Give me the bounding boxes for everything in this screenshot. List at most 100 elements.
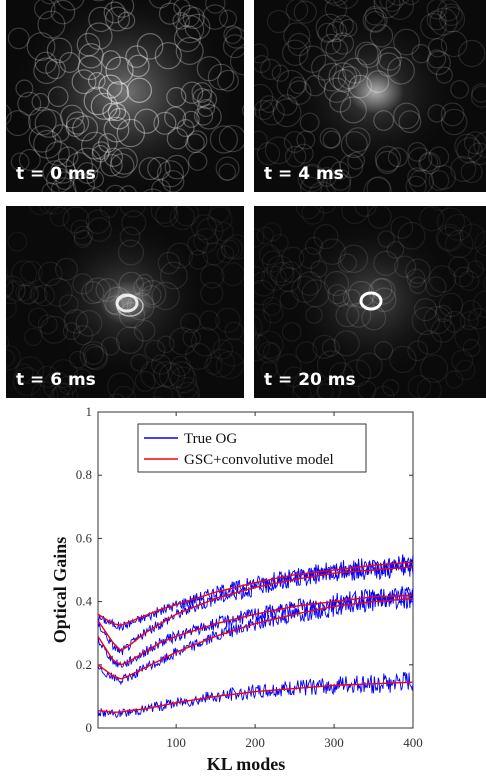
speckle-ring xyxy=(428,170,450,191)
speckle-ring xyxy=(332,14,354,37)
speckle-ring xyxy=(103,147,124,167)
model-curve-2 xyxy=(97,566,413,651)
speckle-ring xyxy=(272,98,302,128)
speckle-ring xyxy=(100,153,123,177)
speckle-ring xyxy=(218,337,244,367)
x-axis-title: KL modes xyxy=(207,754,286,774)
speckle-ring xyxy=(254,329,260,350)
speckle-ring xyxy=(191,214,218,241)
speckle-ring xyxy=(12,367,42,397)
speckle-ring xyxy=(185,133,205,153)
speckle-ring xyxy=(79,341,108,370)
speckle-ring xyxy=(362,7,388,33)
speckle-ring xyxy=(440,102,465,127)
speckle-ring xyxy=(443,310,466,333)
speckle-ring xyxy=(192,88,212,108)
speckle-ring xyxy=(87,217,112,242)
speckle-ring xyxy=(46,167,72,192)
speckle-ring xyxy=(429,7,458,36)
speckle-ring xyxy=(426,10,447,31)
speckle-ring xyxy=(76,32,101,57)
speckle-ring xyxy=(468,307,486,330)
speckle-ring xyxy=(281,246,305,270)
speckle-ring xyxy=(88,72,106,90)
speckle-ring xyxy=(436,207,466,237)
speckle-ring xyxy=(457,39,486,68)
speckle-ring xyxy=(85,209,111,234)
speckle-ring xyxy=(28,106,57,136)
speckle-ring xyxy=(110,0,135,18)
speckle-ring xyxy=(276,69,306,99)
speckle-ring xyxy=(440,108,468,136)
speckle-ring xyxy=(283,22,311,50)
speckle-ring xyxy=(258,99,285,126)
speckle-ring xyxy=(153,385,173,398)
speckle-ring xyxy=(411,306,440,336)
speckle-ring xyxy=(58,375,78,395)
speckle-ring xyxy=(6,104,12,126)
speckle-ring xyxy=(15,79,34,98)
speckle-ring xyxy=(434,304,453,323)
speckle-ring xyxy=(177,381,200,398)
speckle-ring xyxy=(428,146,450,168)
speckle-ring xyxy=(333,0,359,9)
speckle-ring xyxy=(305,306,323,324)
speckle-ring xyxy=(140,360,169,389)
speckle-ring xyxy=(112,385,136,398)
speckle-ring xyxy=(316,383,334,398)
speckle-ring xyxy=(321,338,341,357)
speckle-ring xyxy=(373,0,401,19)
speckle-ring xyxy=(72,173,96,192)
speckle-ring xyxy=(254,279,275,306)
speckle-ring xyxy=(377,46,402,71)
speckle-ring xyxy=(229,46,244,76)
speckle-panel-t6: t = 6 ms xyxy=(6,206,244,398)
speckle-ring xyxy=(6,295,17,320)
speckle-ring xyxy=(217,69,239,92)
speckle-ring xyxy=(298,45,327,73)
speckle-ring xyxy=(28,125,57,153)
speckle-ring xyxy=(325,21,348,43)
speckle-ring xyxy=(296,130,316,150)
speckle-ring xyxy=(107,102,127,122)
speckle-ring xyxy=(15,283,33,302)
speckle-ring xyxy=(106,81,130,104)
speckle-ring xyxy=(439,6,466,33)
speckle-ring xyxy=(444,213,472,241)
speckle-ring xyxy=(6,280,26,302)
speckle-ring xyxy=(257,341,280,364)
speckle-ring xyxy=(419,152,439,172)
speckle-ring xyxy=(301,206,325,225)
speckle-ring xyxy=(289,76,307,95)
speckle-ring xyxy=(39,206,59,215)
speckle-ring xyxy=(54,257,78,281)
speckle-ring xyxy=(40,315,69,344)
speckle-ring xyxy=(20,260,43,283)
speckle-ring xyxy=(105,56,134,85)
speckle-ring xyxy=(51,124,70,142)
speckle-ring xyxy=(445,370,464,389)
speckle-ring xyxy=(117,239,144,266)
speckle-ring xyxy=(335,303,360,328)
speckle-ring xyxy=(167,361,195,389)
speckle-image xyxy=(254,0,486,192)
speckle-ring xyxy=(254,83,274,111)
speckle-ring xyxy=(279,261,302,283)
speckle-ring xyxy=(161,170,185,192)
x-tick-label: 300 xyxy=(324,735,344,750)
speckle-ring xyxy=(310,260,328,278)
speckle-ring xyxy=(182,328,201,348)
speckle-ring xyxy=(180,312,201,334)
speckle-ring xyxy=(373,250,399,276)
speckle-ring xyxy=(216,245,235,264)
speckle-ring xyxy=(316,350,346,380)
speckle-ring xyxy=(178,389,201,398)
speckle-ring xyxy=(82,343,104,365)
speckle-ring xyxy=(390,216,414,240)
speckle-ring xyxy=(324,0,348,21)
speckle-ring xyxy=(57,146,79,167)
speckle-ring xyxy=(262,342,282,361)
speckle-ring xyxy=(49,359,78,388)
speckle-ring xyxy=(375,150,399,174)
model-curve-1 xyxy=(97,561,413,626)
